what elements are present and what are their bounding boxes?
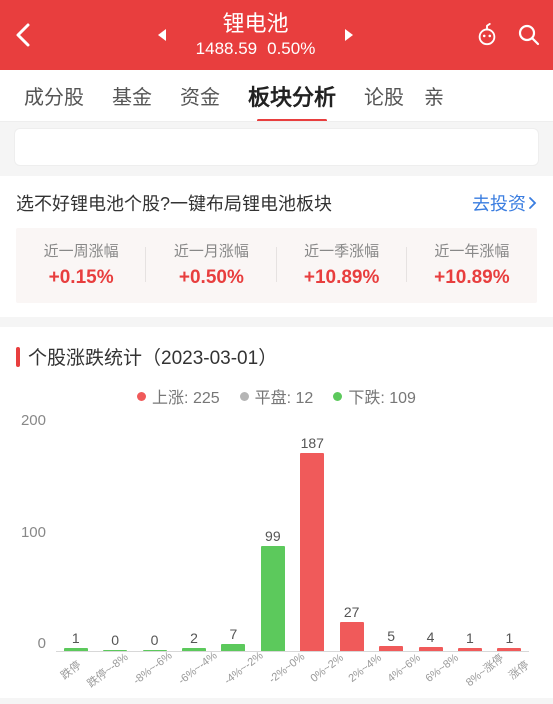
header-change: 0.50% (267, 38, 315, 61)
bar-value-label: 1 (466, 630, 474, 646)
legend-label: 上涨: 225 (152, 384, 220, 408)
bar-value-label: 0 (151, 632, 159, 648)
chart-title: 个股涨跌统计（2023-03-01） (28, 343, 277, 370)
perf-cell: 近一月涨幅 +0.50% (146, 240, 276, 289)
bar-column: 7 (214, 418, 253, 651)
promo-text: 选不好锂电池个股?一键布局锂电池板块 (16, 190, 332, 216)
bar (300, 453, 324, 651)
perf-value: +10.89% (407, 267, 537, 289)
legend-item: 平盘: 12 (240, 384, 314, 408)
bar (64, 648, 88, 651)
assistant-icon[interactable] (475, 23, 499, 47)
app-header: 锂电池 1488.59 0.50% (0, 0, 553, 70)
bar (379, 646, 403, 651)
bar (458, 648, 482, 651)
bar-column: 1 (56, 418, 95, 651)
page-title: 锂电池 (222, 9, 288, 39)
bar-column: 27 (332, 418, 371, 651)
tab-bar: 成分股基金资金板块分析论股亲 (0, 70, 553, 122)
y-tick: 0 (38, 635, 46, 652)
bar-column: 99 (253, 418, 292, 651)
bar-column: 1 (450, 418, 489, 651)
bar-column: 5 (371, 418, 410, 651)
x-axis: 跌停跌停~-8%-8%~-6%-6%~-4%-4%~-2%-2%~0%0%~2%… (56, 654, 529, 692)
search-icon[interactable] (517, 23, 541, 47)
legend-item: 上涨: 225 (137, 384, 220, 408)
tab-item[interactable]: 成分股 (10, 70, 98, 122)
prev-arrow-icon[interactable] (150, 23, 174, 47)
perf-label: 近一周涨幅 (16, 240, 146, 261)
tab-item[interactable]: 基金 (98, 70, 166, 122)
chart-section: 个股涨跌统计（2023-03-01） 上涨: 225平盘: 12下跌: 109 … (0, 327, 553, 698)
bar-value-label: 99 (265, 528, 281, 544)
bar-value-label: 27 (344, 604, 360, 620)
bar (261, 546, 285, 651)
bar (419, 647, 443, 651)
bar-value-label: 5 (387, 628, 395, 644)
invest-link[interactable]: 去投资 (472, 190, 537, 216)
back-button[interactable] (12, 23, 36, 47)
bar-value-label: 1 (505, 630, 513, 646)
legend-dot-icon (333, 392, 342, 401)
bar-value-label: 1 (72, 630, 80, 646)
perf-cell: 近一年涨幅 +10.89% (407, 240, 537, 289)
bar-value-label: 2 (190, 630, 198, 646)
bar-column: 2 (174, 418, 213, 651)
bar-column: 4 (411, 418, 450, 651)
y-tick: 200 (21, 412, 46, 429)
card-placeholder (14, 128, 539, 166)
y-axis: 200 100 0 (16, 412, 50, 652)
performance-grid: 近一周涨幅+0.15%近一月涨幅+0.50%近一季涨幅+10.89%近一年涨幅+… (16, 228, 537, 303)
x-tick-label: 涨停 (501, 651, 544, 696)
bar (221, 644, 245, 651)
bar-value-label: 187 (301, 435, 324, 451)
legend-label: 下跌: 109 (348, 384, 416, 408)
tab-item[interactable]: 板块分析 (234, 70, 350, 122)
legend-dot-icon (240, 392, 249, 401)
perf-label: 近一年涨幅 (407, 240, 537, 261)
perf-cell: 近一季涨幅 +10.89% (277, 240, 407, 289)
bar-value-label: 4 (427, 629, 435, 645)
y-tick: 100 (21, 524, 46, 541)
perf-label: 近一月涨幅 (146, 240, 276, 261)
promo-section: 选不好锂电池个股?一键布局锂电池板块 去投资 近一周涨幅+0.15%近一月涨幅+… (0, 176, 553, 317)
tab-item[interactable]: 资金 (166, 70, 234, 122)
perf-value: +0.50% (146, 267, 276, 289)
bar (340, 622, 364, 651)
tab-item[interactable]: 论股 (350, 70, 418, 122)
tab-overflow[interactable]: 亲 (418, 70, 458, 122)
legend-dot-icon (137, 392, 146, 401)
next-arrow-icon[interactable] (337, 23, 361, 47)
bar-column: 187 (293, 418, 332, 651)
perf-cell: 近一周涨幅 +0.15% (16, 240, 146, 289)
header-price: 1488.59 (196, 38, 257, 61)
perf-value: +0.15% (16, 267, 146, 289)
chart-area: 2001000 1002799187275411 跌停跌停~-8%-8%~-6%… (16, 412, 537, 692)
legend-item: 下跌: 109 (333, 384, 416, 408)
plot-area: 1002799187275411 (56, 418, 529, 652)
bar-column: 1 (490, 418, 529, 651)
title-block: 锂电池 1488.59 0.50% (196, 9, 316, 62)
bar-column: 0 (135, 418, 174, 651)
bar-column: 0 (95, 418, 134, 651)
chart-title-row: 个股涨跌统计（2023-03-01） (16, 343, 537, 370)
perf-value: +10.89% (277, 267, 407, 289)
legend-label: 平盘: 12 (255, 384, 314, 408)
perf-label: 近一季涨幅 (277, 240, 407, 261)
bar (497, 648, 521, 651)
bar-value-label: 7 (230, 626, 238, 642)
chart-legend: 上涨: 225 平盘: 12 下跌: 109 (16, 384, 537, 408)
title-accent-bar (16, 347, 20, 367)
